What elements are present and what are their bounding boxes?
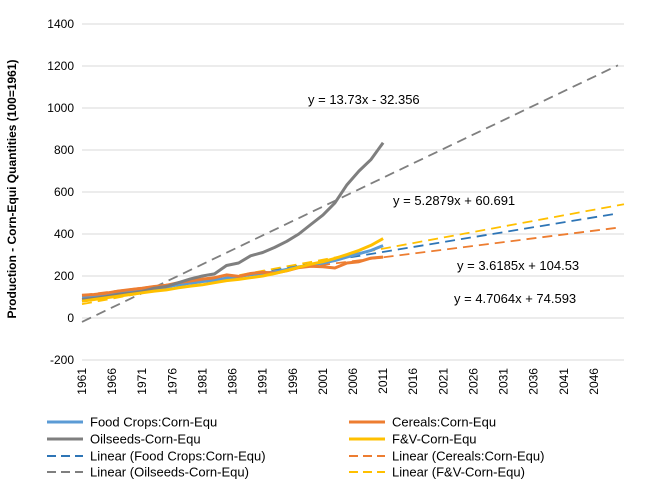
x-tick-label: 2031: [497, 368, 511, 395]
x-tick-label: 2036: [527, 368, 541, 395]
y-tick-label: 1400: [47, 17, 74, 31]
legend-item: Linear (Oilseeds-Corn-Equ): [47, 465, 249, 480]
y-tick-label: 600: [54, 185, 74, 199]
x-tick-label: 1981: [195, 368, 209, 395]
x-tick-label: 2021: [436, 368, 450, 395]
x-tick-label: 2011: [376, 368, 390, 394]
x-tick-label: 1996: [286, 368, 300, 395]
trendline-equation: y = 3.6185x + 104.53: [457, 258, 579, 273]
gridlines: [82, 23, 624, 361]
x-tick-label: 2026: [466, 368, 480, 395]
legend-label: Food Crops:Corn-Equ: [90, 415, 217, 430]
legend: Food Crops:Corn-Equ Cereals:Corn-Equ Oilse…: [47, 415, 544, 480]
x-tick-label: 2006: [346, 368, 360, 395]
legend-item: F&V-Corn-Equ: [349, 432, 477, 447]
legend-item: Oilseeds-Corn-Equ: [47, 432, 201, 447]
trendline-equation: y = 13.73x - 32.356: [308, 92, 420, 107]
legend-label: Cereals:Corn-Equ: [392, 415, 496, 430]
y-tick-label: 1200: [47, 59, 74, 73]
y-axis-ticks: -200 0 200 400 600 800 1000 1200 1400: [47, 17, 74, 367]
series-line-3: [81, 237, 384, 303]
y-tick-label: 800: [54, 143, 74, 157]
x-tick-label: 1976: [165, 368, 179, 395]
series-line-1: [81, 255, 384, 297]
x-tick-label: 1966: [105, 368, 119, 395]
legend-label: Linear (Oilseeds-Corn-Equ): [90, 465, 249, 480]
y-tick-label: 200: [54, 269, 74, 283]
y-tick-label: 400: [54, 227, 74, 241]
legend-item: Linear (F&V-Corn-Equ): [349, 465, 525, 480]
y-tick-label: 0: [67, 311, 74, 325]
trendline-5: [81, 226, 619, 297]
x-tick-label: 1986: [226, 368, 240, 395]
legend-label: Linear (F&V-Corn-Equ): [392, 465, 525, 480]
legend-label: F&V-Corn-Equ: [392, 432, 477, 447]
legend-item: Linear (Food Crops:Corn-Equ): [47, 449, 266, 464]
y-axis-label: Production - Corn-Equi Quantities (100=1…: [5, 59, 19, 318]
series-line-0: [81, 244, 384, 299]
trendline-equation: y = 5.2879x + 60.691: [393, 193, 515, 208]
legend-label: Linear (Food Crops:Corn-Equ): [90, 449, 266, 464]
legend-label: Linear (Cereals:Corn-Equ): [392, 449, 544, 464]
trendline-equation: y = 4.7064x + 74.593: [454, 291, 576, 306]
x-tick-label: 2001: [316, 368, 330, 395]
y-tick-label: 1000: [47, 101, 74, 115]
legend-item: Linear (Cereals:Corn-Equ): [349, 449, 544, 464]
legend-item: Cereals:Corn-Equ: [349, 415, 496, 430]
x-axis-ticks: 1961 1966 1971 1976 1981 1986 1991 1996 2001 2006…: [75, 368, 601, 395]
x-tick-label: 1991: [256, 368, 270, 395]
x-tick-label: 1961: [75, 368, 89, 395]
x-tick-label: 1971: [135, 368, 149, 395]
data-series: [81, 141, 385, 303]
legend-item: Food Crops:Corn-Equ: [47, 415, 217, 430]
x-tick-label: 2046: [587, 368, 601, 395]
trendline-4: [81, 212, 619, 303]
x-tick-label: 2016: [406, 368, 420, 395]
legend-label: Oilseeds-Corn-Equ: [90, 432, 201, 447]
x-tick-label: 2041: [557, 368, 571, 395]
trendline-equations: y = 13.73x - 32.356 y = 5.2879x + 60.691 y…: [308, 92, 579, 306]
trendline-6: [81, 64, 619, 323]
y-tick-label: -200: [50, 353, 74, 367]
